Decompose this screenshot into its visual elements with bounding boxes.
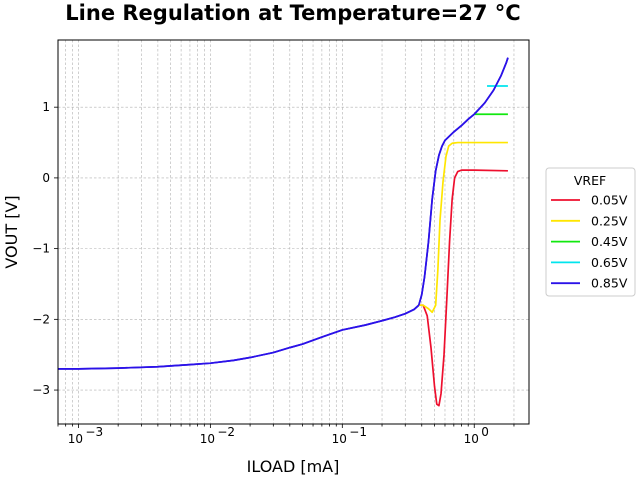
legend-label-0.85V: 0.85V — [591, 276, 628, 291]
legend-label-0.05V: 0.05V — [591, 193, 628, 208]
axis-ticks: 10−1−2−310 −3 10 −2 10 −1 10 0 — [32, 100, 515, 446]
y-tick-label: 1 — [42, 100, 50, 114]
legend-title: VREF — [574, 173, 606, 188]
legend: VREF 0.05V 0.25V 0.45V 0.65V 0.85V — [545, 167, 636, 297]
series-line-0.05V — [418, 169, 508, 407]
legend-label-0.65V: 0.65V — [591, 255, 628, 270]
grid — [57, 40, 529, 424]
y-tick-label: −3 — [32, 383, 50, 397]
x-axis-label: ILOAD [mA] — [247, 457, 340, 476]
legend-label-0.45V: 0.45V — [591, 234, 628, 249]
plot-frame — [57, 39, 530, 425]
x-tick-label: 10 — [332, 432, 347, 446]
upper-curve-line — [417, 57, 509, 306]
series-line-0.25V — [418, 141, 508, 314]
chart-title: Line Regulation at Temperature=27 °C — [65, 1, 520, 25]
y-axis-label: VOUT [V] — [2, 195, 21, 268]
legend-label-0.25V: 0.25V — [591, 213, 628, 228]
x-tick-label: 10 — [200, 432, 215, 446]
series-lines — [58, 57, 509, 407]
x-tick-exponent: 0 — [481, 425, 489, 439]
legend-entries: 0.05V 0.25V 0.45V 0.65V 0.85V — [551, 193, 628, 291]
shared-curve-line — [58, 304, 420, 370]
y-tick-label: −2 — [32, 312, 50, 326]
x-tick-label: 10 — [68, 432, 83, 446]
x-tick-exponent: −2 — [217, 425, 235, 439]
x-tick-label: 10 — [464, 432, 479, 446]
x-tick-exponent: −3 — [85, 425, 103, 439]
y-tick-label: −1 — [32, 242, 50, 256]
y-tick-label: 0 — [42, 171, 50, 185]
x-tick-exponent: −1 — [349, 425, 367, 439]
